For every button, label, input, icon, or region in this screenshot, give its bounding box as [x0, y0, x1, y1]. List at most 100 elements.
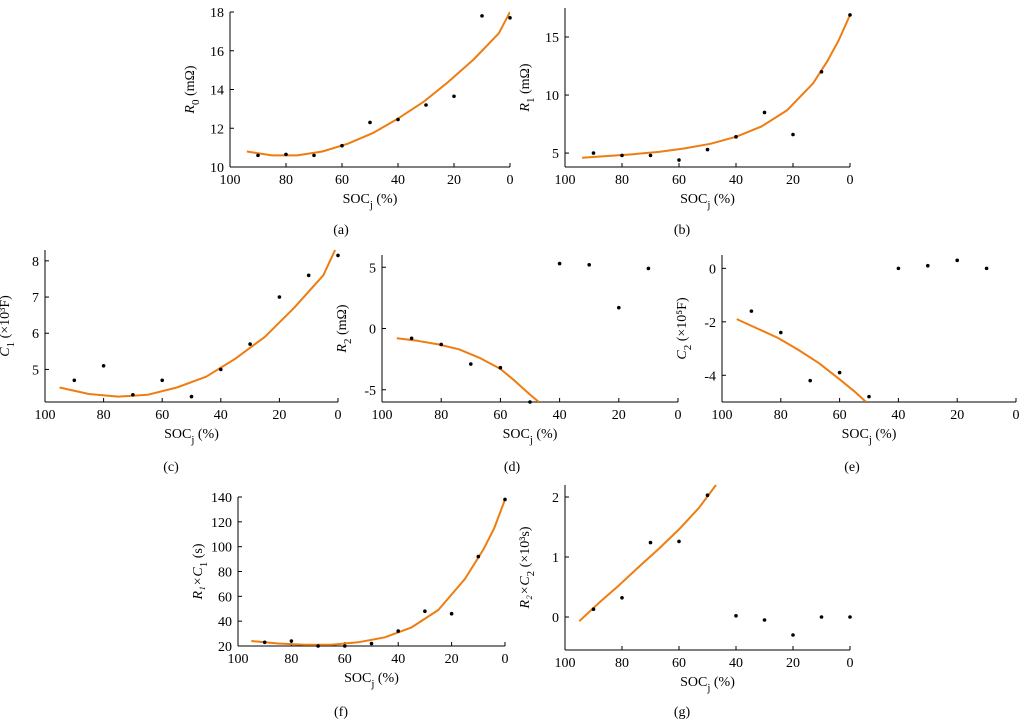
data-point — [316, 644, 320, 648]
x-axis-label-main: SOC — [344, 671, 371, 686]
y-axis-label-unit: (mΩ) — [183, 65, 198, 99]
data-point — [340, 143, 344, 148]
data-point — [72, 378, 77, 383]
y-axis-label: R1 (mΩ) — [518, 63, 537, 113]
data-point — [409, 336, 414, 341]
y-axis-label: R₁×C1 (s) — [191, 543, 210, 600]
fit-curve — [582, 14, 850, 159]
data-point — [219, 367, 223, 372]
y-axis-label: C2 (×10⁵F) — [675, 297, 694, 360]
y-tick-label: 0 — [552, 611, 559, 626]
fit-curve — [251, 499, 505, 646]
y-axis-label-main: C — [0, 347, 13, 357]
y-tick-label: 0 — [369, 323, 376, 338]
x-axis-label-sub: j — [190, 434, 194, 446]
x-tick-label: 60 — [338, 652, 352, 667]
data-point — [508, 16, 512, 20]
y-axis-label-main: C — [675, 350, 690, 360]
data-point — [289, 639, 294, 643]
y-axis-label: R₂×C2 (×10³s) — [518, 526, 537, 609]
x-axis-label: SOCj (%) — [842, 427, 897, 446]
data-point — [620, 596, 624, 600]
data-point — [808, 378, 812, 383]
y-tick-label: 100 — [211, 541, 232, 556]
y-tick-label: 120 — [211, 516, 232, 531]
y-axis-label-main: R₁×C — [191, 567, 206, 601]
data-point — [423, 609, 427, 614]
x-axis-label-unit: (%) — [374, 671, 399, 686]
x-tick-label: 0 — [847, 656, 854, 671]
y-axis-label-sub: 2 — [342, 339, 354, 345]
data-point — [848, 615, 852, 619]
x-tick-label: 80 — [284, 652, 298, 667]
x-tick-label: 80 — [615, 656, 629, 671]
data-point — [306, 273, 311, 278]
y-tick-label: 0 — [709, 262, 716, 277]
data-point — [749, 309, 754, 313]
subplot-caption: (g) — [674, 705, 691, 720]
x-axis-label-sub: j — [529, 434, 533, 446]
x-tick-label: 40 — [391, 652, 405, 667]
data-point — [248, 342, 252, 346]
x-tick-label: 80 — [774, 408, 788, 423]
x-tick-label: 100 — [228, 652, 249, 667]
data-point — [503, 497, 507, 502]
x-tick-label: 80 — [615, 173, 629, 188]
y-axis-label: C1 (×10³F) — [0, 295, 17, 357]
y-axis-label: R2 (mΩ) — [335, 304, 354, 354]
y-axis-label-unit: (×10³s) — [518, 526, 533, 571]
data-point — [819, 70, 824, 74]
data-point — [256, 153, 260, 158]
x-tick-label: 20 — [272, 408, 286, 423]
y-axis-label: R0 (mΩ) — [183, 65, 202, 115]
x-tick-label: 100 — [35, 408, 56, 423]
y-axis-label-unit: (mΩ) — [335, 304, 350, 338]
x-axis-label-sub: j — [868, 434, 872, 446]
x-tick-label: 0 — [847, 173, 854, 188]
x-axis-label: SOCj (%) — [503, 427, 558, 446]
data-point — [734, 135, 738, 139]
data-point — [705, 147, 710, 152]
data-point — [620, 153, 624, 158]
y-tick-label: 2 — [552, 491, 559, 506]
data-point — [677, 539, 681, 544]
x-tick-label: 80 — [279, 173, 293, 188]
x-tick-label: 60 — [155, 408, 169, 423]
data-point — [734, 614, 738, 618]
y-axis-label-sub: 1 — [525, 98, 537, 104]
y-tick-label: 14 — [210, 84, 224, 99]
data-point — [396, 629, 401, 633]
x-tick-label: 40 — [891, 408, 905, 423]
y-axis-label-main: R — [518, 103, 533, 113]
data-point — [336, 253, 340, 258]
x-axis-label: SOCj (%) — [680, 675, 735, 694]
y-axis-label-sub: 0 — [190, 99, 202, 105]
data-point — [131, 392, 135, 397]
data-point — [369, 641, 374, 646]
y-tick-label: 60 — [218, 590, 232, 605]
data-point — [284, 152, 288, 157]
y-tick-label: 12 — [210, 122, 224, 137]
fit-curve — [246, 11, 510, 157]
data-point — [955, 258, 959, 263]
data-point — [424, 103, 428, 107]
fit-curve — [736, 318, 867, 402]
y-axis-label-main: R₂×C — [518, 576, 533, 610]
y-tick-label: 5 — [32, 363, 39, 378]
x-tick-label: 20 — [950, 408, 964, 423]
fit-curve — [578, 484, 717, 622]
x-axis-label-unit: (%) — [373, 192, 398, 207]
y-tick-label: 80 — [218, 566, 232, 581]
x-tick-label: 80 — [97, 408, 111, 423]
data-point — [762, 110, 767, 115]
x-tick-label: 0 — [502, 652, 509, 667]
data-point — [648, 540, 653, 545]
data-point — [312, 153, 316, 158]
data-point — [469, 362, 473, 366]
data-point — [837, 370, 842, 375]
subplot-caption: (c) — [163, 460, 179, 475]
x-tick-label: 40 — [729, 656, 743, 671]
y-tick-label: 16 — [210, 45, 224, 60]
